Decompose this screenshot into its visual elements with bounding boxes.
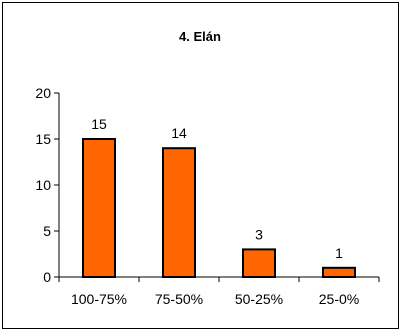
x-tick-label: 75-50% <box>155 291 203 307</box>
bar <box>82 138 116 278</box>
data-label: 3 <box>255 226 263 242</box>
x-tick-label: 100-75% <box>71 291 127 307</box>
y-tick-label: 20 <box>35 85 51 101</box>
bar <box>322 266 356 278</box>
y-tick-label: 5 <box>43 223 51 239</box>
data-label: 14 <box>171 125 187 141</box>
bar-chart: 4. Elán 0 5 10 15 20 15 100-75% 14 75-50% 3 50-25%… <box>35 29 380 307</box>
bar <box>242 248 276 278</box>
x-tick-label: 50-25% <box>235 291 283 307</box>
plot-area: 0 5 10 15 20 15 100-75% 14 75-50% 3 50-25% 1 25-0% <box>35 85 380 307</box>
y-tick-label: 0 <box>43 269 51 285</box>
bar <box>162 147 196 278</box>
data-label: 15 <box>91 116 107 132</box>
chart-frame: 4. Elán 0 5 10 15 20 15 100-75% 14 75-50% 3 50-25%… <box>2 2 399 329</box>
chart-title: 4. Elán <box>179 29 221 44</box>
y-tick-label: 10 <box>35 177 51 193</box>
x-tick-label: 25-0% <box>319 291 359 307</box>
y-tick-label: 15 <box>35 131 51 147</box>
data-label: 1 <box>335 245 343 261</box>
